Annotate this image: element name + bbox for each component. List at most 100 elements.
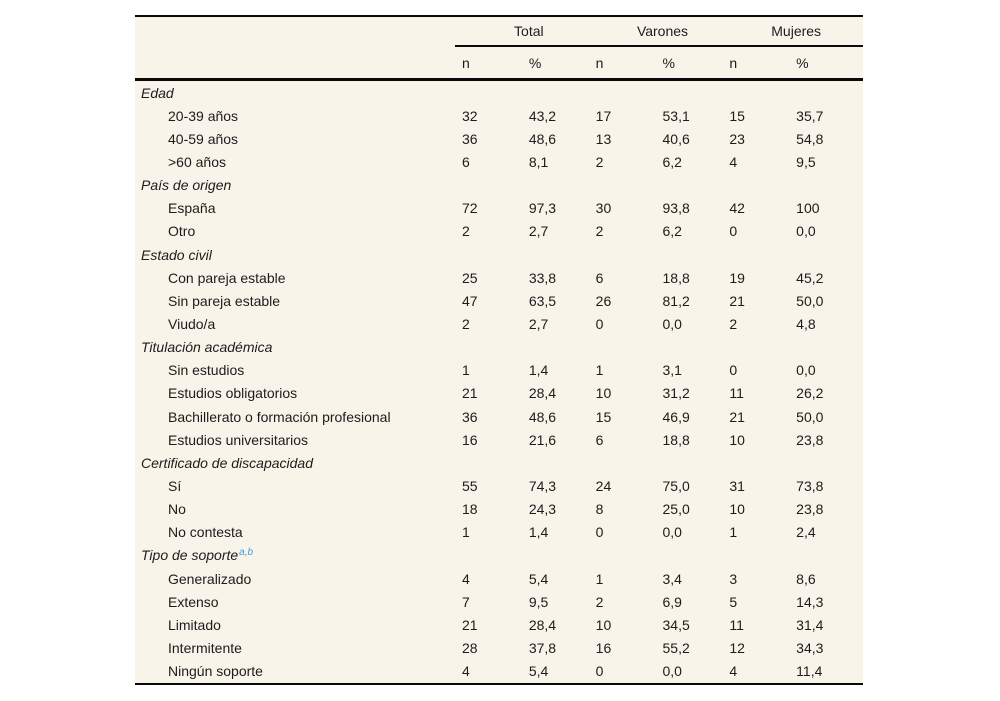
demographics-table: Total Varones Mujeres n % n % n % Edad 20… (135, 15, 863, 685)
cell-value: 5,4 (528, 663, 549, 680)
table-row: Estudios obligatorios 21 28,4 10 31,2 11 26,2 (135, 382, 863, 405)
cell-value: 74,3 (528, 477, 557, 494)
cell-value: 11 (729, 385, 744, 402)
subheader-mujeres-n: n (729, 54, 738, 71)
row-label: España (168, 200, 216, 217)
row-label: Bachillerato o formación profesional (168, 408, 391, 425)
cell-value: 75,0 (662, 477, 690, 494)
subheader-varones-n: n (595, 54, 604, 71)
cell-value: 0 (595, 315, 604, 332)
cell-value: 2 (595, 593, 604, 610)
cell-value: 12 (729, 639, 745, 656)
cell-value: 11 (729, 616, 744, 633)
table-row: Sin pareja estable 47 63,5 26 81,2 21 50,0 (135, 289, 863, 312)
cell-value: 34,3 (796, 639, 824, 656)
cell-value: 2 (595, 153, 604, 170)
cell-value: 2 (462, 315, 470, 332)
cell-value: 15 (729, 107, 745, 124)
header-body-rule (135, 78, 863, 81)
table-row: Sí 55 74,3 24 75,0 31 73,8 (135, 474, 863, 497)
cell-value: 2,7 (528, 223, 549, 240)
cell-value: 6,2 (662, 223, 682, 240)
table-row: Viudo/a 2 2,7 0 0,0 2 4,8 (135, 312, 863, 335)
cell-value: 33,8 (528, 269, 557, 286)
cell-value: 93,8 (662, 200, 690, 217)
cell-value: 0,0 (662, 524, 682, 541)
cell-value: 5,4 (528, 570, 549, 587)
table-subheader-row: n % n % n % (135, 47, 863, 78)
cell-value: 4 (462, 663, 470, 680)
section-title: País de origen (141, 177, 232, 194)
row-label: 20-39 años (168, 107, 239, 124)
cell-value: 31 (729, 477, 745, 494)
cell-value: 24,3 (528, 501, 557, 518)
cell-value: 15 (595, 408, 612, 425)
cell-value: 1 (595, 570, 604, 587)
cell-value: 28 (462, 639, 478, 656)
cell-value: 37,8 (528, 639, 557, 656)
cell-value: 1 (462, 524, 470, 541)
cell-value: 55,2 (662, 639, 690, 656)
cell-value: 8 (595, 501, 604, 518)
cell-value: 2 (729, 315, 738, 332)
subheader-varones-pct: % (662, 54, 675, 71)
section-row: Edad (135, 81, 863, 104)
cell-value: 45,2 (796, 269, 824, 286)
group-header-total: Total (514, 23, 544, 39)
cell-value: 28,4 (528, 385, 557, 402)
cell-value: 8,1 (528, 153, 549, 170)
table-row: Generalizado 4 5,4 1 3,4 3 8,6 (135, 567, 863, 590)
group-header-mujeres: Mujeres (771, 23, 822, 39)
cell-value: 25,0 (662, 501, 690, 518)
row-label: Con pareja estable (168, 269, 286, 286)
cell-value: 16 (462, 431, 478, 448)
section-row: Estado civil (135, 243, 863, 266)
cell-value: 0,0 (796, 223, 816, 240)
row-label: Intermitente (168, 639, 242, 656)
table-row: Bachillerato o formación profesional 36 48… (135, 405, 863, 428)
section-row: Tipo de soportea,b (135, 544, 863, 567)
cell-value: 0,0 (662, 663, 682, 680)
cell-value: 7 (462, 593, 470, 610)
row-label: 40-59 años (168, 130, 239, 147)
cell-value: 3,1 (662, 362, 682, 379)
cell-value: 4 (729, 153, 738, 170)
cell-value: 46,9 (662, 408, 690, 425)
table-row: España 72 97,3 30 93,8 42 100 (135, 197, 863, 220)
cell-value: 13 (595, 130, 612, 147)
cell-value: 100 (796, 200, 820, 217)
section-title: Estado civil (141, 246, 212, 263)
cell-value: 10 (729, 431, 745, 448)
cell-value: 3,4 (662, 570, 682, 587)
cell-value: 2,4 (796, 524, 816, 541)
cell-value: 53,1 (662, 107, 690, 124)
cell-value: 0 (595, 663, 604, 680)
cell-value: 48,6 (528, 408, 557, 425)
cell-value: 21 (729, 408, 745, 425)
row-label: Generalizado (168, 570, 252, 587)
table-row: >60 años 6 8,1 2 6,2 4 9,5 (135, 150, 863, 173)
row-label: Limitado (168, 616, 221, 633)
cell-value: 6,9 (662, 593, 682, 610)
cell-value: 1 (729, 524, 738, 541)
section-row: País de origen (135, 174, 863, 197)
section-row: Titulación académica (135, 336, 863, 359)
cell-value: 26 (595, 292, 612, 309)
cell-value: 6,2 (662, 153, 682, 170)
cell-value: 0 (729, 223, 738, 240)
cell-value: 72 (462, 200, 478, 217)
cell-value: 31,4 (796, 616, 824, 633)
cell-value: 10 (595, 385, 612, 402)
cell-value: 0 (729, 362, 738, 379)
section-title: Titulación académica (141, 339, 273, 356)
cell-value: 4 (462, 570, 470, 587)
table-row: No 18 24,3 8 25,0 10 23,8 (135, 498, 863, 521)
footnote-marker: a,b (239, 546, 254, 558)
row-label: No contesta (168, 524, 243, 541)
cell-value: 34,5 (662, 616, 690, 633)
cell-value: 17 (595, 107, 612, 124)
table-row: Limitado 21 28,4 10 34,5 11 31,4 (135, 613, 863, 636)
cell-value: 18,8 (662, 431, 690, 448)
cell-value: 1 (462, 362, 470, 379)
